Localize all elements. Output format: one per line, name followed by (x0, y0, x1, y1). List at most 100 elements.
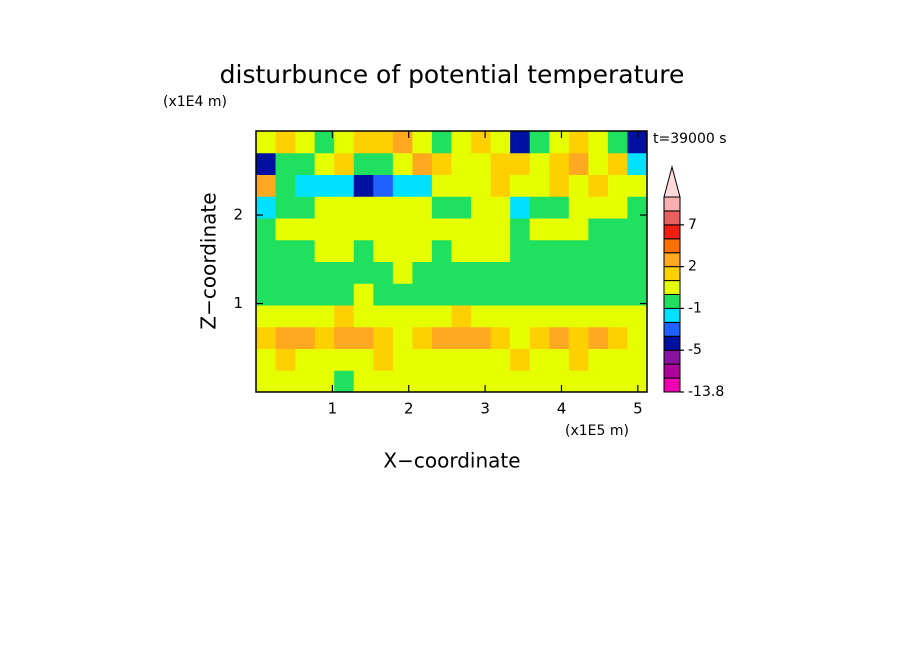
colorbar-box (663, 252, 681, 268)
colorbar-box (663, 224, 681, 240)
contour-cell (334, 326, 355, 349)
contour-cell (607, 261, 628, 284)
contour-cell (295, 283, 316, 306)
contour-cell (510, 261, 531, 284)
colorbar-box (663, 363, 681, 379)
contour-cell (334, 239, 355, 262)
contour-cell (588, 326, 609, 349)
contour-cell (607, 326, 628, 349)
contour-cell (314, 218, 335, 241)
colorbar-label: 7 (688, 217, 697, 233)
contour-cell (314, 261, 335, 284)
contour-cell (588, 370, 609, 393)
contour-cell (588, 152, 609, 175)
y-tick-label: 2 (233, 206, 243, 224)
contour-cell (256, 326, 277, 349)
contour-cell (627, 305, 648, 328)
contour-cell (490, 131, 511, 154)
contour-cell (510, 131, 531, 154)
contour-cell (607, 348, 628, 371)
contour-cell (431, 196, 452, 219)
contour-cell (256, 152, 277, 175)
contour-cell (549, 261, 570, 284)
contour-cell (510, 348, 531, 371)
colorbar-label: -13.8 (688, 384, 724, 400)
contour-cell (471, 283, 492, 306)
contour-cell (295, 152, 316, 175)
contour-cell (412, 261, 433, 284)
colorbar-box (663, 307, 681, 323)
contour-cell (588, 348, 609, 371)
contour-cell (568, 326, 589, 349)
contour-cell (490, 239, 511, 262)
contour-cell (373, 152, 394, 175)
contour-cell (431, 370, 452, 393)
contour-cell (431, 261, 452, 284)
contour-cell (588, 261, 609, 284)
contour-cell (353, 261, 374, 284)
contour-cell (568, 196, 589, 219)
contour-cell (256, 174, 277, 197)
contour-cell (607, 131, 628, 154)
contour-cell (334, 283, 355, 306)
contour-cell (275, 326, 296, 349)
contour-cell (392, 305, 413, 328)
contour-cell (451, 239, 472, 262)
x-tick-label: 1 (328, 400, 338, 418)
contour-cell (412, 239, 433, 262)
contour-cell (627, 239, 648, 262)
contour-cell (412, 196, 433, 219)
contour-cell (568, 305, 589, 328)
contour-cell (353, 174, 374, 197)
contour-cell (275, 348, 296, 371)
contour-cell (627, 326, 648, 349)
contour-cell (334, 348, 355, 371)
contour-cell (334, 152, 355, 175)
contour-cell (568, 348, 589, 371)
y-tick-label: 1 (233, 294, 243, 312)
contour-cell (451, 131, 472, 154)
contour-cell (588, 283, 609, 306)
contour-cell (549, 196, 570, 219)
contour-cell (627, 261, 648, 284)
contour-cell (471, 131, 492, 154)
contour-cell (275, 131, 296, 154)
contour-cell (412, 283, 433, 306)
contour-cell (275, 370, 296, 393)
contour-cell (373, 305, 394, 328)
contour-cell (568, 261, 589, 284)
contour-cell (256, 370, 277, 393)
contour-cell (295, 326, 316, 349)
contour-cell (295, 131, 316, 154)
contour-cell (353, 239, 374, 262)
contour-cell (490, 152, 511, 175)
contour-cell (627, 283, 648, 306)
contour-cell (275, 261, 296, 284)
contour-cell (549, 305, 570, 328)
contour-cell (451, 196, 472, 219)
contour-cell (275, 218, 296, 241)
contour-cell (529, 370, 550, 393)
colorbar-box (663, 280, 681, 296)
plot-frame (255, 130, 648, 393)
contour-cell (314, 348, 335, 371)
contour-cell (627, 348, 648, 371)
contour-cell (256, 218, 277, 241)
contour-cell (549, 174, 570, 197)
contour-cell (373, 218, 394, 241)
contour-cell (549, 239, 570, 262)
contour-cell (275, 174, 296, 197)
contour-cell (568, 239, 589, 262)
contour-cell (275, 152, 296, 175)
contour-cell (431, 152, 452, 175)
contour-cell (334, 261, 355, 284)
contour-cell (490, 326, 511, 349)
x-tick-label: 5 (633, 400, 643, 418)
contour-cell (471, 370, 492, 393)
contour-cell (471, 174, 492, 197)
colorbar-box (663, 196, 681, 212)
contour-cell (549, 152, 570, 175)
contour-cell (412, 218, 433, 241)
x-tick-label: 3 (480, 400, 490, 418)
contour-cell (392, 239, 413, 262)
